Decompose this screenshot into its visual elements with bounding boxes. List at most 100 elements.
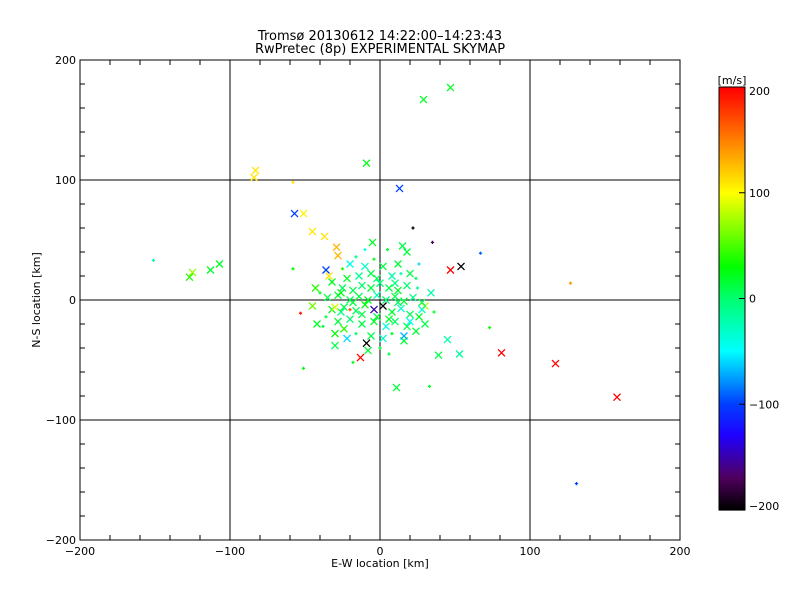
data-point (395, 184, 404, 193)
colorbar-segment (719, 359, 745, 363)
data-point (446, 266, 455, 274)
data-point (185, 273, 194, 282)
colorbar-segment (719, 207, 745, 210)
colorbar-segment (719, 177, 745, 180)
data-point (385, 284, 393, 292)
data-point (372, 257, 376, 261)
colorbar-segment (719, 405, 745, 409)
colorbar-segment (719, 335, 745, 339)
data-point (311, 284, 320, 292)
data-point (318, 291, 322, 295)
colorbar-segment (719, 497, 745, 501)
colorbar-segment (719, 503, 745, 507)
colorbar-segment (719, 101, 745, 104)
colorbar-segment (719, 389, 745, 393)
data-point (394, 260, 402, 268)
colorbar-segment (719, 429, 745, 433)
colorbar-segment (719, 487, 745, 491)
data-point (373, 291, 381, 300)
y-tick-label: 100 (55, 174, 76, 187)
colorbar-segment (719, 301, 745, 305)
data-point (362, 339, 371, 348)
colorbar-segment (719, 241, 745, 244)
data-point (215, 260, 224, 268)
data-point (370, 317, 378, 326)
data-point (403, 281, 411, 290)
colorbar-segment (719, 185, 745, 188)
data-point (338, 284, 347, 292)
data-point (367, 332, 375, 340)
colorbar-segment (719, 211, 745, 214)
colorbar-segment (719, 213, 745, 216)
colorbar-tick-label: 0 (749, 293, 756, 306)
colorbar-segment (719, 233, 745, 236)
colorbar-segment (719, 123, 745, 126)
colorbar-segment (719, 181, 745, 184)
colorbar-segment (719, 491, 745, 495)
data-point (411, 226, 415, 230)
data-point (299, 209, 308, 218)
data-point (414, 276, 418, 280)
data-point (349, 298, 357, 307)
colorbar-segment (719, 283, 745, 287)
colorbar-segment (719, 311, 745, 315)
data-point (343, 334, 351, 343)
colorbar-segment (719, 217, 745, 220)
colorbar-segment (719, 215, 745, 218)
colorbar-segment (719, 263, 745, 267)
colorbar-segment (719, 479, 745, 483)
chart-subtitle: RwPretec (8p) EXPERIMENTAL SKYMAP (255, 42, 505, 57)
colorbar-segment (719, 245, 745, 248)
colorbar-segment (719, 171, 745, 174)
colorbar-segment (719, 507, 745, 511)
colorbar-segment (719, 337, 745, 341)
colorbar-segment (719, 239, 745, 242)
colorbar-segment (719, 295, 745, 299)
colorbar-segment (719, 243, 745, 246)
colorbar-segment (719, 287, 745, 291)
colorbar-segment (719, 285, 745, 289)
colorbar-segment (719, 125, 745, 128)
colorbar-segment (719, 235, 745, 238)
data-point (421, 320, 429, 328)
colorbar-segment (719, 267, 745, 271)
colorbar-segment (719, 269, 745, 273)
data-point (399, 272, 403, 276)
colorbar-segment (719, 309, 745, 313)
colorbar-segment (719, 109, 745, 112)
colorbar-segment (719, 133, 745, 136)
colorbar-segment (719, 395, 745, 399)
colorbar-segment (719, 255, 745, 259)
colorbar-segment (719, 317, 745, 321)
colorbar-segment (719, 319, 745, 323)
colorbar-segment (719, 485, 745, 489)
data-point (443, 335, 452, 344)
colorbar-segment (719, 431, 745, 435)
colorbar-segment (719, 465, 745, 469)
colorbar-segment (719, 251, 745, 254)
data-point (308, 302, 317, 310)
data-point (364, 346, 372, 355)
colorbar-segment (719, 505, 745, 509)
data-point (358, 320, 366, 328)
data-point (334, 317, 342, 326)
data-point (325, 272, 333, 280)
colorbar-segment (719, 353, 745, 357)
data-point (412, 327, 420, 336)
colorbar-segment (719, 381, 745, 385)
colorbar-segment (719, 155, 745, 158)
colorbar-segment (719, 445, 745, 449)
colorbar-segment (719, 129, 745, 132)
data-point (379, 334, 387, 343)
colorbar-segment (719, 467, 745, 471)
colorbar-segment (719, 315, 745, 319)
colorbar-segment (719, 127, 745, 130)
colorbar-segment (719, 327, 745, 331)
colorbar-segment (719, 105, 745, 108)
colorbar-segment (719, 299, 745, 303)
data-point (337, 288, 345, 297)
data-point (613, 393, 621, 402)
colorbar-segment (719, 379, 745, 383)
colorbar-segment (719, 439, 745, 443)
